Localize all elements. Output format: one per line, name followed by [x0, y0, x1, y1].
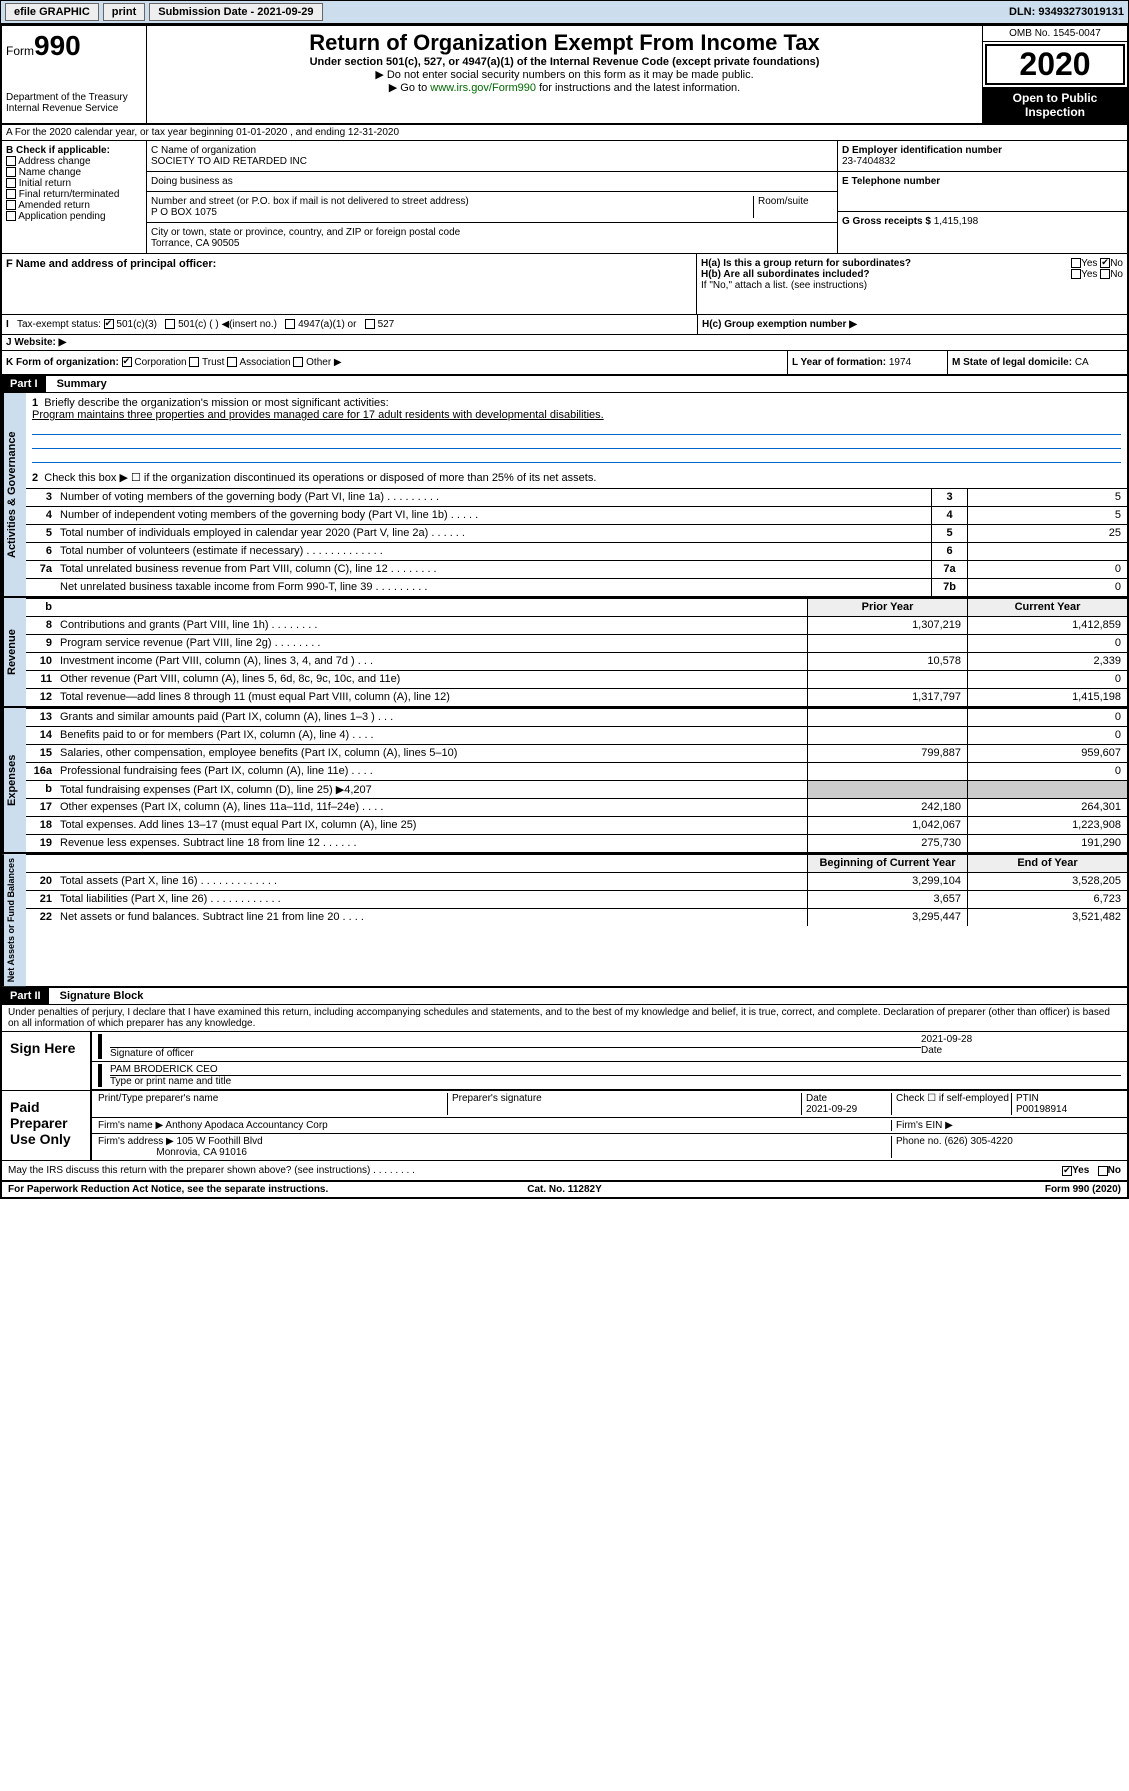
line-a: A For the 2020 calendar year, or tax yea…: [2, 125, 1127, 141]
cb-final-return[interactable]: Final return/terminated: [6, 189, 142, 200]
box-h: H(a) Is this a group return for subordin…: [697, 254, 1127, 314]
cb-app-pending[interactable]: Application pending: [6, 211, 142, 222]
topbar: efile GRAPHIC print Submission Date - 20…: [0, 0, 1129, 24]
part1-hdr: Part I: [2, 376, 46, 392]
box-i: I Tax-exempt status: 501(c)(3) 501(c) ( …: [2, 315, 697, 334]
efile-btn[interactable]: efile GRAPHIC: [5, 3, 99, 21]
org-name-cell: C Name of organization SOCIETY TO AID RE…: [147, 141, 837, 172]
part2-title: Signature Block: [52, 988, 152, 1004]
cb-amended[interactable]: Amended return: [6, 200, 142, 211]
side-revenue: Revenue: [2, 598, 26, 706]
col-current: Current Year: [967, 599, 1127, 616]
summary-row: 19Revenue less expenses. Subtract line 1…: [26, 834, 1127, 852]
summary-row: 22Net assets or fund balances. Subtract …: [26, 908, 1127, 926]
paid-preparer: Paid Preparer Use Only: [2, 1091, 92, 1160]
discuss-no[interactable]: [1098, 1166, 1108, 1176]
footer-left: For Paperwork Reduction Act Notice, see …: [8, 1184, 379, 1195]
omb: OMB No. 1545-0047: [983, 26, 1127, 42]
form-title: Return of Organization Exempt From Incom…: [151, 30, 978, 56]
summary-row: 21Total liabilities (Part X, line 26) . …: [26, 890, 1127, 908]
box-j: J Website: ▶: [2, 335, 1127, 351]
discuss-yes[interactable]: [1062, 1166, 1072, 1176]
sign-here: Sign Here: [2, 1032, 92, 1090]
l1-label: Briefly describe the organization's miss…: [44, 397, 388, 409]
form-number: Form990: [6, 30, 142, 62]
cb-initial-return[interactable]: Initial return: [6, 178, 142, 189]
firm-name: Anthony Apodaca Accountancy Corp: [165, 1120, 327, 1131]
summary-row: 9Program service revenue (Part VIII, lin…: [26, 634, 1127, 652]
phone-cell: E Telephone number: [838, 172, 1127, 212]
summary-row: 3Number of voting members of the governi…: [26, 488, 1127, 506]
prep-date: 2021-09-29: [806, 1104, 857, 1115]
side-expenses: Expenses: [2, 708, 26, 852]
summary-row: 14Benefits paid to or for members (Part …: [26, 726, 1127, 744]
summary-row: 7aTotal unrelated business revenue from …: [26, 560, 1127, 578]
box-k: K Form of organization: Corporation Trus…: [2, 351, 787, 374]
summary-row: 15Salaries, other compensation, employee…: [26, 744, 1127, 762]
print-btn[interactable]: print: [103, 3, 145, 21]
addr-cell: Number and street (or P.O. box if mail i…: [147, 192, 837, 223]
discuss-row: May the IRS discuss this return with the…: [2, 1161, 1127, 1182]
summary-row: 20Total assets (Part X, line 16) . . . .…: [26, 872, 1127, 890]
summary-row: 18Total expenses. Add lines 13–17 (must …: [26, 816, 1127, 834]
summary-row: 6Total number of volunteers (estimate if…: [26, 542, 1127, 560]
subdate: Submission Date - 2021-09-29: [149, 3, 322, 21]
box-f: F Name and address of principal officer:: [2, 254, 697, 314]
dept: Department of the Treasury Internal Reve…: [6, 92, 142, 114]
box-b: B Check if applicable: Address change Na…: [2, 141, 147, 253]
summary-row: 5Total number of individuals employed in…: [26, 524, 1127, 542]
summary-row: Net unrelated business taxable income fr…: [26, 578, 1127, 596]
summary-row: 12Total revenue—add lines 8 through 11 (…: [26, 688, 1127, 706]
firm-addr: 105 W Foothill Blvd: [177, 1136, 263, 1147]
subtitle-1: Under section 501(c), 527, or 4947(a)(1)…: [151, 56, 978, 68]
irs-link[interactable]: www.irs.gov/Form990: [430, 82, 536, 94]
summary-row: 16aProfessional fundraising fees (Part I…: [26, 762, 1127, 780]
mission: Program maintains three properties and p…: [32, 409, 604, 421]
box-hc: H(c) Group exemption number ▶: [697, 315, 1127, 334]
side-governance: Activities & Governance: [2, 393, 26, 596]
perjury: Under penalties of perjury, I declare th…: [2, 1005, 1127, 1032]
summary-row: 4Number of independent voting members of…: [26, 506, 1127, 524]
ptin: P00198914: [1016, 1104, 1067, 1115]
summary-row: 8Contributions and grants (Part VIII, li…: [26, 616, 1127, 634]
public-badge: Open to Public Inspection: [983, 87, 1127, 123]
footer-right: Form 990 (2020): [750, 1184, 1121, 1195]
summary-row: 13Grants and similar amounts paid (Part …: [26, 708, 1127, 726]
tax-year: 2020: [985, 44, 1125, 85]
cb-name-change[interactable]: Name change: [6, 167, 142, 178]
l2: Check this box ▶ ☐ if the organization d…: [44, 472, 596, 484]
part2-hdr: Part II: [2, 988, 49, 1004]
form-990: Form990 Department of the Treasury Inter…: [0, 24, 1129, 1199]
col-begin: Beginning of Current Year: [807, 855, 967, 872]
cb-address-change[interactable]: Address change: [6, 156, 142, 167]
subtitle-2: ▶ Do not enter social security numbers o…: [151, 68, 978, 81]
col-end: End of Year: [967, 855, 1127, 872]
firm-ein: Firm's EIN ▶: [891, 1120, 1121, 1131]
footer-mid: Cat. No. 11282Y: [379, 1184, 750, 1195]
summary-row: 10Investment income (Part VIII, column (…: [26, 652, 1127, 670]
box-l: L Year of formation: 1974: [787, 351, 947, 374]
ein-cell: D Employer identification number23-74048…: [838, 141, 1127, 172]
part1-title: Summary: [49, 376, 115, 392]
side-netassets: Net Assets or Fund Balances: [2, 854, 26, 986]
dln: DLN: 93493273019131: [1009, 6, 1124, 18]
gross-receipts: G Gross receipts $ 1,415,198: [838, 212, 1127, 231]
org-name: SOCIETY TO AID RETARDED INC: [151, 156, 833, 167]
officer-name: PAM BRODERICK CEO: [110, 1064, 1121, 1076]
sig-officer-label: Signature of officer: [110, 1048, 194, 1059]
summary-row: bTotal fundraising expenses (Part IX, co…: [26, 780, 1127, 798]
col-prior: Prior Year: [807, 599, 967, 616]
summary-row: 17Other expenses (Part IX, column (A), l…: [26, 798, 1127, 816]
dba-cell: Doing business as: [147, 172, 837, 192]
subtitle-3: ▶ Go to www.irs.gov/Form990 for instruct…: [151, 81, 978, 94]
self-emp-check[interactable]: Check ☐ if self-employed: [891, 1093, 1011, 1115]
firm-phone: (626) 305-4220: [944, 1136, 1012, 1147]
box-m: M State of legal domicile: CA: [947, 351, 1127, 374]
summary-row: 11Other revenue (Part VIII, column (A), …: [26, 670, 1127, 688]
sig-date: 2021-09-28: [921, 1034, 1121, 1045]
city-cell: City or town, state or province, country…: [147, 223, 837, 253]
